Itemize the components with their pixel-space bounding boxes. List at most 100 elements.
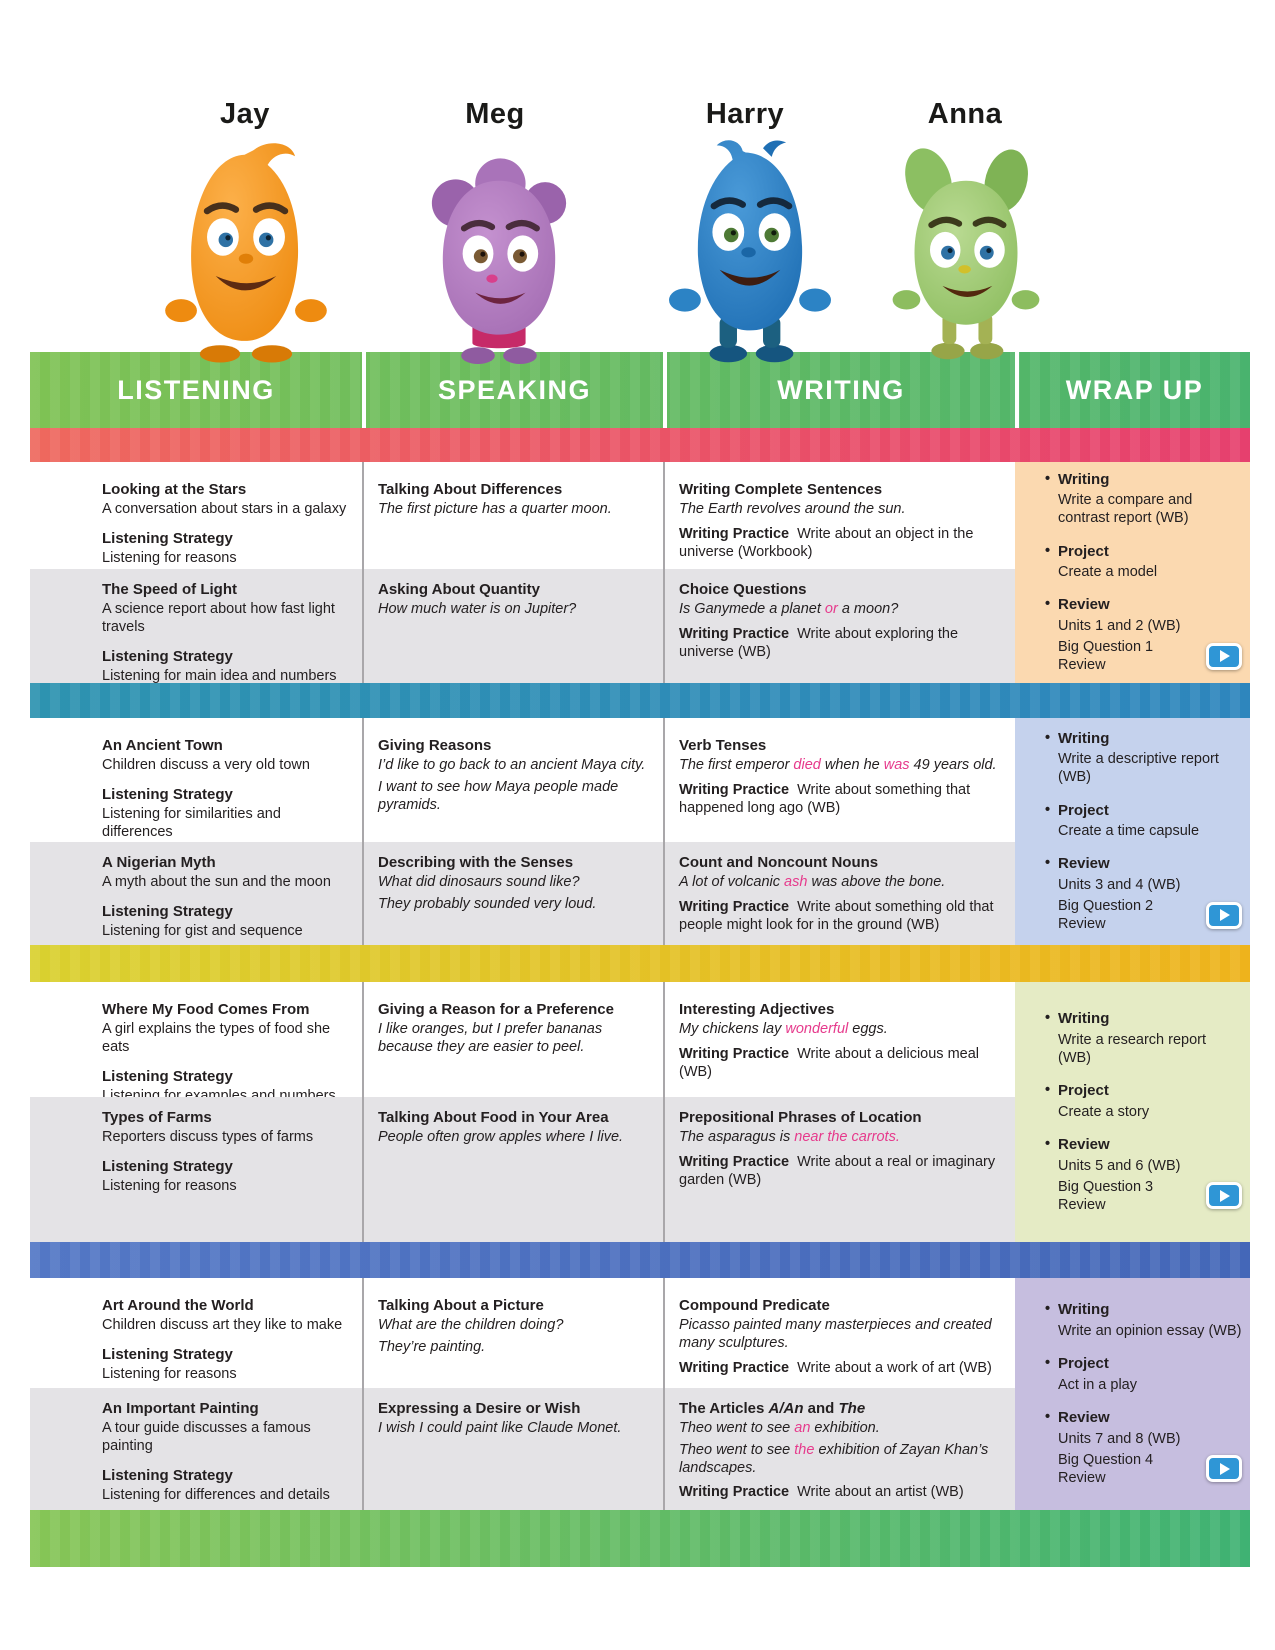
lesson-title: Art Around the World [102, 1297, 254, 1314]
writing-cell: Count and Noncount Nouns A lot of volcan… [663, 842, 1015, 945]
big-question-review-label: Big Question 4 Review [1058, 1451, 1154, 1486]
wrapup-cell: Writing Write an opinion essay (WB) Proj… [1015, 1278, 1250, 1510]
lesson-desc: A girl explains the types of food she ea… [102, 1021, 331, 1055]
big-question-review-label: Big Question 3 Review [1058, 1178, 1154, 1213]
speaking-cell: Asking About Quantity How much water is … [362, 569, 663, 683]
strategy-label: Listening Strategy [102, 902, 233, 920]
example-line: They probably sounded very loud. [378, 895, 597, 912]
speaking-cell: Giving Reasons I’d like to go back to an… [362, 718, 663, 842]
big-question-review-label: Big Question 1 Review [1058, 639, 1154, 674]
lesson-desc: A tour guide discusses a famous painting [102, 1420, 311, 1454]
writing-cell: Writing Complete Sentences The Earth rev… [663, 462, 1015, 569]
unit-separator-yellow [30, 945, 1250, 982]
writing-practice: Writing Practice Write about an artist (W… [679, 1484, 964, 1501]
play-button[interactable] [1206, 642, 1242, 670]
play-button[interactable] [1206, 1182, 1242, 1210]
writing-practice: Writing Practice Write about an object in… [679, 525, 974, 560]
play-icon [1220, 650, 1230, 663]
example-line: Theo went to see an exhibition. [679, 1420, 880, 1437]
lesson-title: Talking About Food in Your Area [378, 1109, 609, 1126]
strategy-text: Listening for gist and sequence [102, 923, 303, 940]
speaking-cell: Talking About a Picture What are the chi… [362, 1278, 663, 1388]
listening-cell: Looking at the Stars A conversation abou… [30, 462, 362, 569]
play-icon [1220, 909, 1230, 922]
example-line: What did dinosaurs sound like? [378, 874, 580, 891]
lesson-desc: A science report about how fast light tr… [102, 601, 335, 635]
example-line: I’d like to go back to an ancient Maya c… [378, 757, 646, 774]
lesson-title: Count and Noncount Nouns [679, 854, 879, 871]
writing-practice: Writing Practice Write about a delicious … [679, 1045, 980, 1080]
lesson-title: Talking About a Picture [378, 1297, 544, 1314]
lesson-title: Describing with the Senses [378, 854, 574, 871]
writing-cell: Verb Tenses The first emperor died when … [663, 718, 1015, 842]
lesson-title: Looking at the Stars [102, 481, 247, 498]
listening-cell: Where My Food Comes From A girl explains… [30, 982, 362, 1104]
speaking-cell: Giving a Reason for a Preference I like … [362, 982, 663, 1097]
example-line: The Earth revolves around the sun. [679, 501, 906, 518]
lesson-title: An Important Painting [102, 1400, 259, 1417]
strategy-label: Listening Strategy [102, 647, 233, 665]
example-line: I wish I could paint like Claude Monet. [378, 1420, 622, 1437]
example-line: A lot of volcanic ash was above the bone… [679, 874, 946, 891]
play-button[interactable] [1206, 901, 1242, 929]
character-meg-illustration [431, 158, 567, 364]
writing-cell: Compound Predicate Picasso painted many … [663, 1278, 1015, 1388]
strategy-text: Listening for reasons [102, 550, 237, 567]
wrapup-item-project: Project Create a model [1045, 542, 1242, 585]
unit-separator-teal [30, 683, 1250, 718]
writing-practice: Writing Practice Write about something th… [679, 781, 971, 816]
example-line: People often grow apples where I live. [378, 1129, 624, 1146]
unit-row-4: Art Around the World Children discuss ar… [30, 1278, 1250, 1510]
character-anna-illustration [892, 148, 1040, 360]
writing-cell: Choice Questions Is Ganymede a planet or… [663, 569, 1015, 683]
example-line: What are the children doing? [378, 1317, 564, 1334]
listening-cell: The Speed of Light A science report abou… [30, 569, 362, 684]
lesson-desc: Children discuss a very old town [102, 757, 310, 774]
wrapup-item-writing: Writing Write an opinion essay (WB) [1045, 1300, 1242, 1343]
column-header-listening: LISTENING [117, 374, 275, 405]
character-harry-illustration [669, 140, 831, 363]
wrapup-item-writing: Writing Write a research report (WB) [1045, 1009, 1242, 1070]
example-line: They’re painting. [378, 1338, 486, 1355]
lesson-title: Prepositional Phrases of Location [679, 1109, 922, 1126]
lesson-title: Expressing a Desire or Wish [378, 1400, 581, 1417]
writing-cell: The Articles A/An and The Theo went to s… [663, 1388, 1015, 1510]
listening-cell: Types of Farms Reporters discuss types o… [30, 1097, 362, 1242]
writing-practice: Writing Practice Write about something ol… [679, 898, 994, 933]
lesson-title: Interesting Adjectives [679, 1001, 835, 1018]
listening-cell: An Ancient Town Children discuss a very … [30, 718, 362, 842]
example-line: The first picture has a quarter moon. [378, 501, 612, 518]
strategy-label: Listening Strategy [102, 1157, 233, 1175]
lesson-title: Types of Farms [102, 1109, 212, 1126]
example-line: Picasso painted many masterpieces and cr… [679, 1317, 992, 1351]
play-icon [1220, 1462, 1230, 1475]
lesson-title: Asking About Quantity [378, 581, 540, 598]
lesson-title: Talking About Differences [378, 481, 563, 498]
strategy-text: Listening for main idea and numbers [102, 667, 337, 684]
column-header-writing: WRITING [663, 352, 1015, 428]
character-name: Harry [705, 98, 785, 130]
lesson-title: Choice Questions [679, 581, 807, 598]
lesson-title: An Ancient Town [102, 737, 223, 754]
strategy-label: Listening Strategy [102, 785, 233, 803]
wrapup-item-project: Project Create a time capsule [1045, 801, 1242, 844]
lesson-title: Writing Complete Sentences [679, 481, 883, 498]
strategy-label: Listening Strategy [102, 529, 233, 547]
unit-row-1: Looking at the Stars A conversation abou… [30, 462, 1250, 684]
wrapup-cell: Writing Write a descriptive report (WB) … [1015, 718, 1250, 945]
lesson-title: The Speed of Light [102, 581, 237, 598]
unit-row-2: An Ancient Town Children discuss a very … [30, 718, 1250, 945]
listening-cell: A Nigerian Myth A myth about the sun and… [30, 842, 362, 945]
unit-separator-red [30, 428, 1250, 462]
wrapup-item-writing: Writing Write a compare and contrast rep… [1045, 470, 1242, 531]
lesson-desc: A conversation about stars in a galaxy [102, 501, 347, 518]
strategy-label: Listening Strategy [102, 1466, 233, 1484]
listening-cell: An Important Painting A tour guide discu… [30, 1388, 362, 1510]
wrapup-cell: Writing Write a compare and contrast rep… [1015, 462, 1250, 683]
strategy-label: Listening Strategy [102, 1067, 233, 1085]
lesson-title: Giving Reasons [378, 737, 492, 754]
play-button[interactable] [1206, 1455, 1242, 1483]
strategy-text: Listening for similarities and differenc… [102, 806, 281, 840]
big-question-review-label: Big Question 2 Review [1058, 898, 1154, 933]
